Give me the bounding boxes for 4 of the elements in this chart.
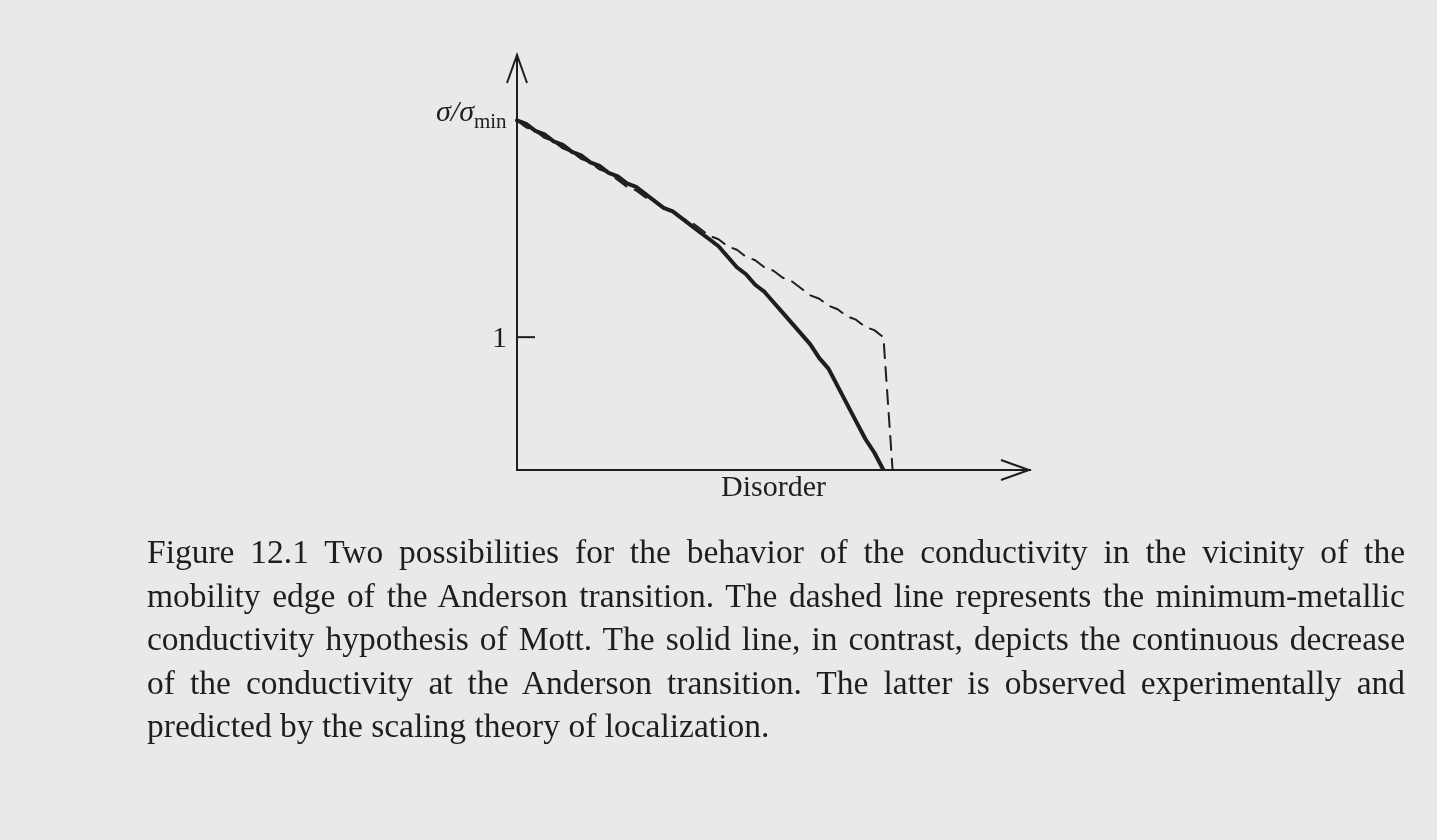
text: 1	[492, 320, 507, 354]
y-axis-title: σ/σ$_{min}$	[436, 94, 507, 134]
x-axis-title: Disorder	[721, 468, 826, 502]
caption: Figure 12.1 Two possibilities for the behavior of the conductivity in the vicinity of the mobility edge of the Anderson transition. The dashed line represents the minimum-metallic conductivity hypothesis of Mott. The solid line, in contrast, depicts the continuous decrease of the conductivity at the Anderson transition. The latter is observed experimentally and predicted by the scaling theory of localization.	[147, 532, 1405, 747]
